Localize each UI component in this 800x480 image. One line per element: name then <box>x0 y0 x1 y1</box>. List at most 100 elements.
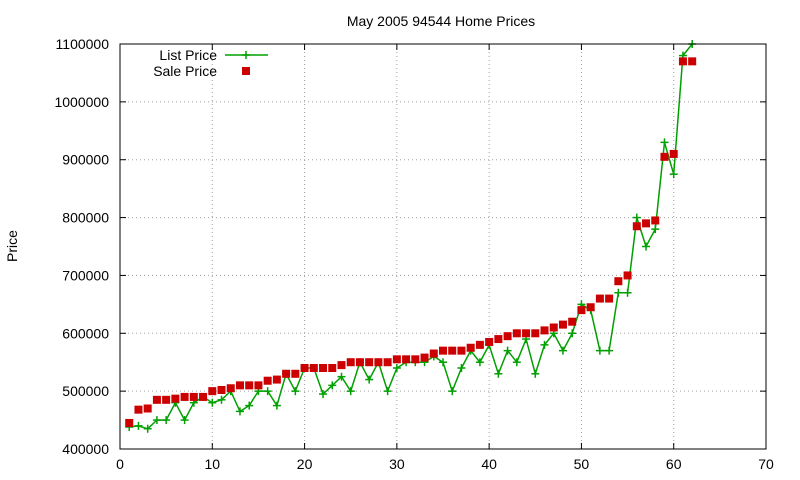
x-tick-label: 30 <box>389 456 405 472</box>
sale-price-point <box>217 385 226 394</box>
list-price-point <box>448 387 457 396</box>
sale-price-point <box>134 405 143 414</box>
sale-price-point <box>162 395 171 404</box>
list-price-point <box>439 358 447 367</box>
sale-price-point <box>374 358 383 367</box>
list-price-point <box>660 138 669 147</box>
sale-price-point <box>263 376 272 385</box>
y-tick-label: 900000 <box>62 152 109 168</box>
list-price-point <box>208 398 217 407</box>
sale-price-point <box>540 326 549 335</box>
sale-price-point <box>605 294 614 303</box>
y-tick-label: 700000 <box>62 267 109 283</box>
x-tick-label: 60 <box>666 456 682 472</box>
list-price-point <box>642 242 651 251</box>
sale-price-point <box>171 394 180 403</box>
sale-price-point <box>595 294 604 303</box>
list-price-point <box>337 372 346 381</box>
list-price-point <box>531 369 540 378</box>
y-tick-label: 600000 <box>62 325 109 341</box>
list-price-point <box>162 416 171 425</box>
list-price-point <box>614 288 623 297</box>
sale-price-point <box>309 364 318 372</box>
list-price-point <box>152 416 161 425</box>
list-price-point <box>392 364 401 372</box>
sale-price-point <box>125 418 134 427</box>
sale-price-point <box>586 303 595 312</box>
sale-price-point <box>522 329 531 338</box>
sale-price-point <box>512 329 521 338</box>
sale-price-point <box>439 346 447 355</box>
sale-price-point <box>475 340 484 349</box>
legend: List Price Sale Price <box>153 47 268 79</box>
y-axis-label: Price <box>4 230 20 262</box>
list-price-point <box>319 390 328 399</box>
sale-price-point <box>678 57 687 66</box>
legend-label-sale-price: Sale Price <box>153 63 217 79</box>
list-price-point <box>328 381 337 390</box>
list-price-point <box>512 358 521 367</box>
sale-price-point <box>503 332 512 341</box>
sale-price-point <box>152 395 161 404</box>
sale-price-point <box>632 222 641 231</box>
sale-price-point <box>319 364 328 372</box>
sale-price-point <box>208 387 217 396</box>
x-tick-label: 50 <box>574 456 590 472</box>
sale-price-point <box>189 392 198 401</box>
sale-price-point <box>494 335 503 344</box>
sale-price-point <box>143 404 152 413</box>
list-price-point <box>365 375 374 384</box>
y-tick-label: 1000000 <box>54 94 109 110</box>
sale-price-point <box>623 271 632 280</box>
y-tick-label: 1100000 <box>56 36 110 52</box>
sale-price-point <box>669 149 678 158</box>
sale-price-point <box>420 353 429 362</box>
list-price-point <box>263 387 272 396</box>
list-price-point <box>623 288 632 297</box>
sale-price-point <box>346 358 355 367</box>
sale-price-point <box>180 392 189 401</box>
sale-price-point <box>272 375 281 384</box>
sale-price-point <box>328 364 337 372</box>
list-price-point <box>272 401 281 410</box>
sale-price-point <box>199 392 208 401</box>
chart-title: May 2005 94544 Home Prices <box>347 13 535 29</box>
list-price-point <box>180 416 189 425</box>
sale-price-point <box>300 364 309 372</box>
list-price-point <box>475 358 484 367</box>
sale-price-point <box>466 343 475 352</box>
sale-price-point <box>642 219 651 228</box>
list-price-point <box>568 329 577 338</box>
x-tick-label: 70 <box>758 456 774 472</box>
plot-frame <box>119 43 767 450</box>
legend-marker-list-price <box>242 51 250 59</box>
sale-price-point <box>245 381 254 390</box>
x-tick-label: 20 <box>297 456 313 472</box>
sale-price-point <box>402 355 411 364</box>
sale-price-point <box>235 381 244 390</box>
list-price-line <box>129 43 693 430</box>
sale-price-point <box>226 384 235 393</box>
sale-price-point <box>614 277 623 286</box>
list-price-point <box>669 170 678 179</box>
list-price-point <box>217 395 226 404</box>
sale-price-point <box>531 329 540 338</box>
y-tick-label: 500000 <box>62 383 109 399</box>
list-price-point <box>383 387 392 396</box>
legend-label-list-price: List Price <box>159 47 217 63</box>
list-price-point <box>346 387 355 396</box>
sale-price-point <box>291 369 300 378</box>
sale-price-point <box>651 216 660 225</box>
sale-price-point <box>411 355 420 364</box>
sale-price-point <box>392 355 401 364</box>
list-price-point <box>605 346 614 355</box>
sale-price-point <box>549 323 558 332</box>
list-price-point <box>651 225 660 234</box>
sale-price-point <box>660 152 669 161</box>
y-tick-label: 400000 <box>62 441 109 457</box>
x-tick-label: 0 <box>116 456 124 472</box>
sale-price-point <box>448 346 457 355</box>
sale-price-point <box>282 369 291 378</box>
list-price-point <box>503 346 512 355</box>
